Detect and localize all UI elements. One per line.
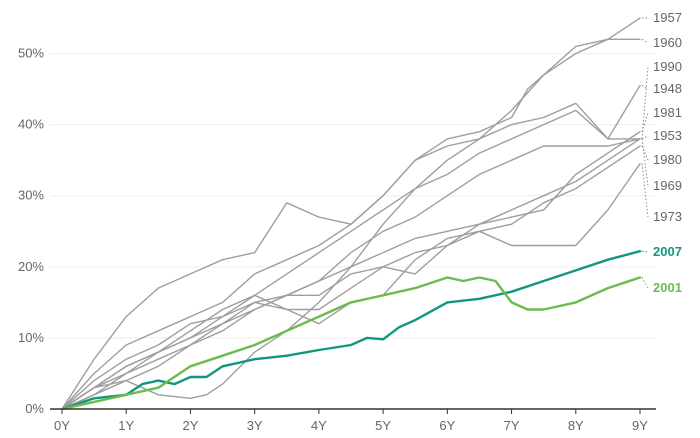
x-tick-label: 2Y (182, 418, 198, 433)
series-line-1973 (61, 162, 641, 410)
label-leader (641, 135, 649, 140)
series-labels: 1957 1960 1990 1948 1981 1953 1980 1969 1973 2007… (641, 10, 682, 295)
y-tick-label: 30% (18, 188, 44, 203)
label-leader (641, 250, 649, 253)
y-tick-label: 20% (18, 259, 44, 274)
label-leader (641, 38, 649, 44)
label-leader (641, 138, 649, 187)
x-tick-label: 9Y (632, 418, 648, 433)
label-leader (641, 277, 649, 289)
x-tick-label: 6Y (439, 418, 455, 433)
y-axis-ticks: 0% 10% 20% 30% 40% 50% (18, 46, 44, 416)
x-tick-label: 1Y (118, 418, 134, 433)
series-label-1948: 1948 (653, 81, 682, 96)
series-label-2001: 2001 (653, 280, 682, 295)
y-tick-label: 40% (18, 117, 44, 132)
series-label-1957: 1957 (653, 10, 682, 25)
x-tick-label: 7Y (504, 418, 520, 433)
series-line-2001 (60, 276, 642, 411)
series-label-2007: 2007 (653, 244, 682, 259)
series-line-1948 (61, 84, 641, 410)
series-line-1981 (61, 130, 641, 410)
label-leader (641, 145, 649, 161)
series-line-1957 (61, 17, 641, 410)
x-tick-label: 8Y (568, 418, 584, 433)
series-lines (60, 17, 642, 411)
x-tick-label: 5Y (375, 418, 391, 433)
y-tick-label: 50% (18, 46, 44, 61)
series-label-1990: 1990 (653, 59, 682, 74)
y-tick-label: 0% (25, 401, 44, 416)
series-label-1980: 1980 (653, 152, 682, 167)
series-label-1960: 1960 (653, 35, 682, 50)
label-leader (641, 163, 649, 218)
series-label-1969: 1969 (653, 178, 682, 193)
series-label-1973: 1973 (653, 209, 682, 224)
series-line-1953 (61, 138, 641, 410)
series-line-1969 (61, 138, 641, 410)
label-leader (641, 85, 649, 90)
series-line-2007 (60, 249, 642, 411)
y-tick-label: 10% (18, 330, 44, 345)
series-label-1953: 1953 (653, 128, 682, 143)
x-tick-label: 3Y (247, 418, 263, 433)
x-axis-ticks: 0Y 1Y 2Y 3Y 4Y 5Y 6Y 7Y 8Y 9Y (54, 409, 648, 433)
label-leader (641, 66, 649, 139)
label-leader (641, 112, 649, 132)
x-tick-label: 4Y (311, 418, 327, 433)
series-label-1981: 1981 (653, 105, 682, 120)
gridlines (50, 53, 655, 339)
x-tick-label: 0Y (54, 418, 70, 433)
